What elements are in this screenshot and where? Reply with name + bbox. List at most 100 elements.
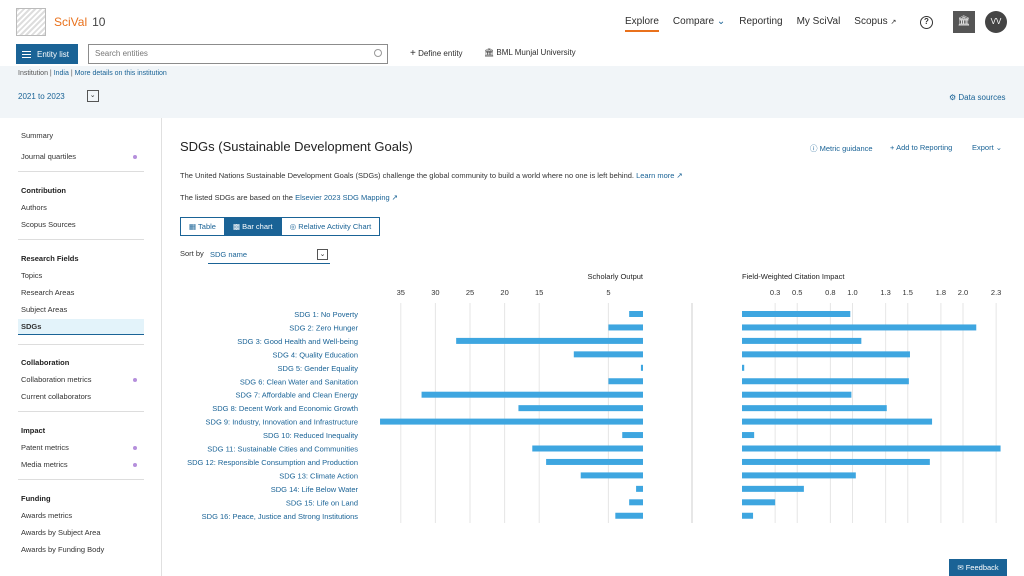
institution-icon[interactable]: 🏛 [953,11,975,33]
sidebar-item-awards-funding-body[interactable]: Awards by Funding Body [21,545,105,554]
nav-my-scival[interactable]: My SciVal [796,16,841,27]
sidebar-item-summary[interactable]: Summary [21,131,54,140]
search-entities-input[interactable]: Search entities [88,44,388,64]
sidebar-item-topics[interactable]: Topics [21,271,43,280]
bar-scholarly-output [608,378,643,385]
add-to-reporting-button[interactable]: + Add to Reporting [890,143,953,152]
context-band: Institution | India | More details on th… [0,66,1024,118]
x-tick-label: 1.3 [880,288,890,297]
bar-fwci [742,351,910,358]
bar-scholarly-output [380,418,643,425]
category-label: SDG 16: Peace, Justice and Strong Instit… [202,512,359,521]
sidebar-item-collaboration-metrics[interactable]: Collaboration metrics [21,375,92,384]
bar-scholarly-output [573,351,643,358]
tab-bar-chart[interactable]: ▩ Bar chart [224,218,282,235]
sidebar-item-media-metrics[interactable]: Media metrics [21,460,68,469]
bar-scholarly-output [580,472,643,479]
entity-bar: Entity list Search entities + Define ent… [0,44,1024,66]
x-tick-label: 25 [466,288,474,297]
category-label: SDG 9: Industry, Innovation and Infrastr… [206,418,358,427]
nav-reporting[interactable]: Reporting [739,16,783,27]
x-tick-label: 2.3 [991,288,1001,297]
bar-scholarly-output [622,432,643,439]
category-label: SDG 4: Quality Education [273,350,358,359]
category-label: SDG 15: Life on Land [286,498,358,507]
tab-relative-activity[interactable]: ◎ Relative Activity Chart [289,222,372,231]
scival-logo[interactable]: SciVal 10 [16,8,105,36]
x-tick-label: 0.3 [770,288,780,297]
selected-entity-button[interactable]: 🏛 BML Munjal University [484,48,576,57]
search-icon [374,49,382,57]
tab-table[interactable]: ▦ Table [181,218,225,235]
gear-dots-icon: ⚙ [949,93,957,102]
bar-scholarly-output [546,458,643,465]
sidebar-item-research-areas[interactable]: Research Areas [21,288,75,297]
sort-select[interactable]: SDG name ⌄ [208,247,330,264]
bar-scholarly-output [421,391,643,398]
chevron-down-icon: ⌄ [716,16,726,27]
bar-fwci [742,472,856,479]
country-link[interactable]: India [53,70,69,77]
x-tick-label: 20 [500,288,508,297]
sidebar-item-sdgs[interactable]: SDGs [21,322,42,331]
chevron-down-icon: ⌄ [317,249,328,260]
bar-fwci [742,432,755,439]
category-label: SDG 5: Gender Equality [278,364,359,373]
learn-more-link[interactable]: Learn more ↗ [636,171,683,180]
sdg-mapping-link[interactable]: Elsevier 2023 SDG Mapping ↗ [295,193,399,202]
section-collaboration: Collaboration [21,358,70,367]
category-label: SDG 7: Affordable and Clean Energy [236,391,359,400]
data-sources-button[interactable]: ⚙ Data sources [949,93,1006,102]
sidebar-item-authors[interactable]: Authors [21,203,47,212]
nav-scopus[interactable]: Scopus ↗ [854,16,897,27]
category-label: SDG 6: Clean Water and Sanitation [240,377,358,386]
chat-icon: ✉ [957,563,964,572]
series-title: Scholarly Output [588,272,644,281]
bar-fwci [742,445,1001,452]
category-label: SDG 12: Responsible Consumption and Prod… [187,458,358,467]
menu-icon [22,50,31,58]
x-tick-label: 1.5 [903,288,913,297]
sidebar-item-patent-metrics[interactable]: Patent metrics [21,443,69,452]
bar-chart-icon: ▩ [232,222,241,231]
category-label: SDG 10: Reduced Inequality [263,431,358,440]
define-entity-button[interactable]: + Define entity [410,48,463,59]
external-link-icon: ↗ [890,19,897,26]
metric-guidance-link[interactable]: ⓘ Metric guidance [810,144,873,153]
divider [18,171,144,172]
plus-icon: + [410,48,416,59]
sidebar: Summary Journal quartiles Contribution A… [0,118,162,576]
x-tick-label: 1.8 [936,288,946,297]
more-details-link[interactable]: More details on this institution [74,70,167,77]
bar-scholarly-output [532,445,643,452]
sidebar-item-awards-subject-area[interactable]: Awards by Subject Area [21,528,101,537]
bar-fwci [742,512,754,519]
sidebar-item-journal-quartiles[interactable]: Journal quartiles [21,152,77,161]
export-button[interactable]: Export ⌄ [972,143,1003,152]
nav-explore[interactable]: Explore [625,16,659,32]
sidebar-item-subject-areas[interactable]: Subject Areas [21,305,68,314]
x-tick-label: 5 [606,288,610,297]
feedback-button[interactable]: ✉ Feedback [949,559,1007,576]
bar-scholarly-output [629,311,643,317]
sdg-bar-chart: Scholarly Output Field-Weighted Citation … [187,272,1001,523]
avatar[interactable]: VV [985,11,1007,33]
sidebar-item-sdgs-active[interactable] [18,319,144,335]
entity-list-button[interactable]: Entity list [16,44,78,64]
year-range-select[interactable]: 2021 to 2023 ⌄ [18,90,99,102]
nav-compare[interactable]: Compare ⌄ [672,16,726,27]
sidebar-item-awards-metrics[interactable]: Awards metrics [21,511,73,520]
intro-text: The United Nations Sustainable Developme… [180,171,683,180]
category-label: SDG 2: Zero Hunger [289,323,358,332]
x-tick-label: 0.5 [792,288,802,297]
bar-scholarly-output [615,512,643,519]
divider [18,344,144,345]
section-research-fields: Research Fields [21,254,79,263]
help-icon[interactable]: ? [920,16,933,29]
section-funding: Funding [21,494,51,503]
app-version: 10 [92,15,106,29]
sidebar-item-scopus-sources[interactable]: Scopus Sources [21,220,76,229]
x-tick-label: 2.0 [958,288,968,297]
sidebar-item-current-collaborators[interactable]: Current collaborators [21,392,92,401]
bar-fwci [742,324,977,331]
